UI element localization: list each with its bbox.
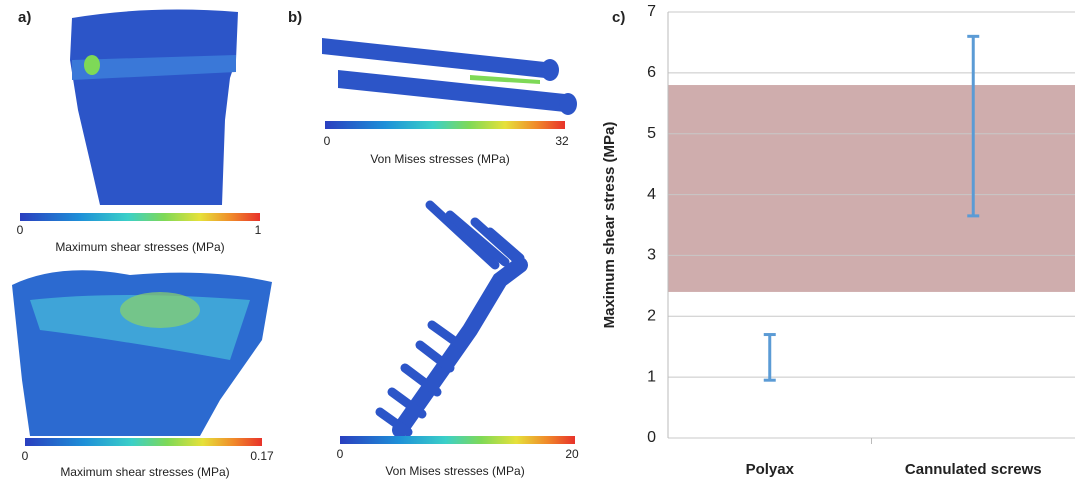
panel-label: a) — [18, 9, 31, 26]
y-tick-label: 5 — [647, 125, 656, 142]
screw-model — [322, 38, 577, 115]
colorbar-title: Maximum shear stresses (MPa) — [55, 240, 224, 254]
y-axis-label: Maximum shear stress (MPa) — [601, 122, 618, 329]
colorbar-min: 0 — [324, 134, 331, 148]
panel-label: b) — [288, 9, 302, 26]
reference-band — [668, 85, 1075, 292]
colorbar — [25, 438, 262, 446]
panel-label: c) — [612, 9, 625, 26]
y-tick-label: 4 — [647, 186, 656, 203]
colorbar — [20, 213, 260, 221]
colorbar-min: 0 — [22, 449, 29, 463]
y-tick-label: 7 — [647, 3, 656, 20]
x-tick-label: Polyax — [746, 461, 795, 478]
bone-model-bottom — [12, 270, 272, 436]
colorbar-max: 0.17 — [250, 449, 274, 463]
bone-model-top — [70, 9, 238, 205]
colorbar — [325, 121, 565, 129]
colorbar-max: 1 — [255, 223, 262, 237]
colorbar — [340, 436, 575, 444]
colorbar-max: 32 — [555, 134, 569, 148]
y-tick-label: 0 — [647, 429, 656, 446]
y-tick-label: 1 — [647, 368, 656, 385]
x-tick-label: Cannulated screws — [905, 461, 1042, 478]
colorbar-title: Maximum shear stresses (MPa) — [60, 465, 229, 479]
chart: c) Maximum shear stress (MPa) 0 1 2 3 4 5 6 7 Po… — [601, 3, 1075, 478]
y-tick-label: 3 — [647, 247, 656, 264]
plate-model — [375, 200, 528, 438]
y-tick-label: 6 — [647, 64, 656, 81]
colorbar-min: 0 — [337, 447, 344, 461]
colorbar-max: 20 — [565, 447, 579, 461]
colorbar-min: 0 — [17, 223, 24, 237]
y-tick-label: 2 — [647, 308, 656, 325]
colorbar-title: Von Mises stresses (MPa) — [385, 464, 524, 478]
colorbar-title: Von Mises stresses (MPa) — [370, 152, 509, 166]
